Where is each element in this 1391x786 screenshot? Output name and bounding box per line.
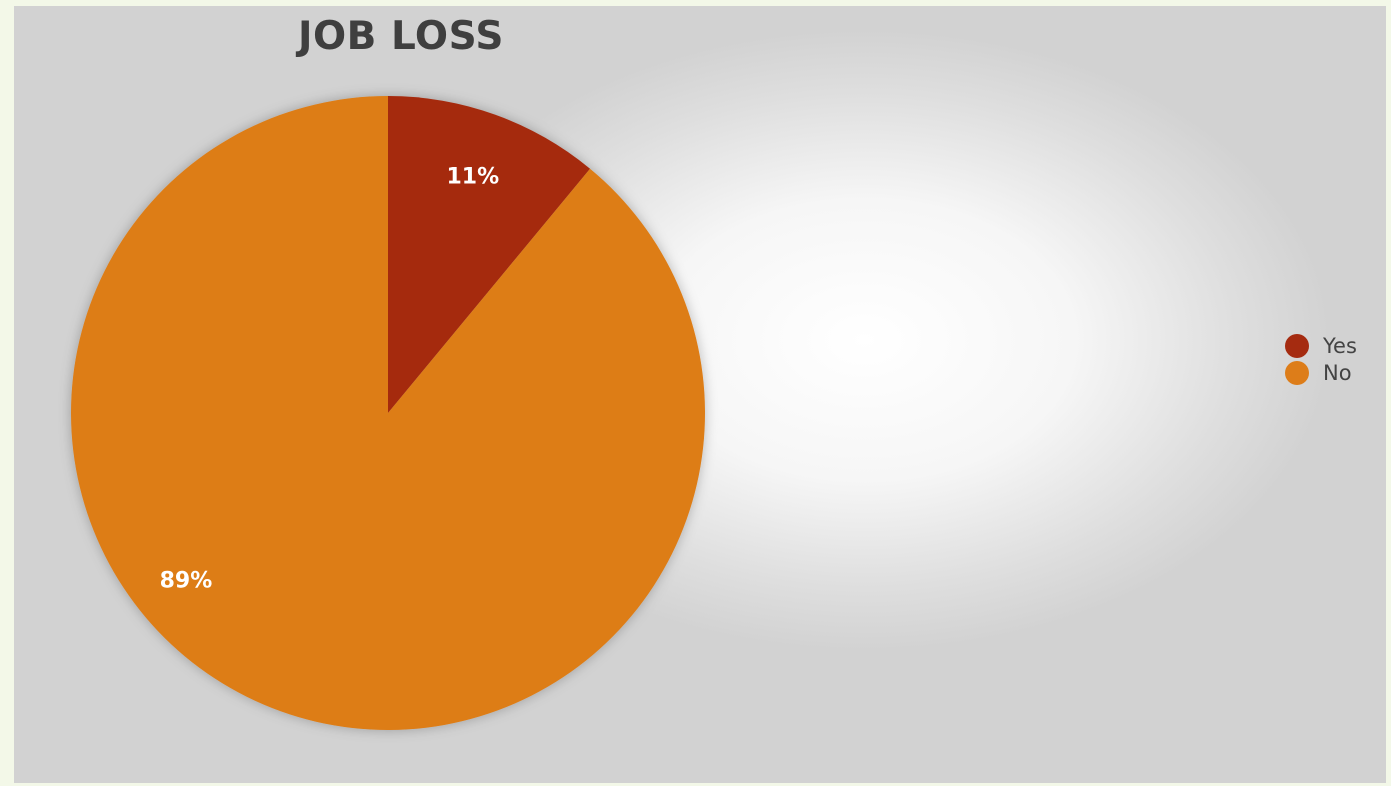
legend-item-no[interactable]: No: [1285, 359, 1357, 386]
chart-area: JOB LOSS 11% 89% Yes No: [14, 6, 1386, 783]
legend-item-yes[interactable]: Yes: [1285, 332, 1357, 359]
legend-swatch-yes: [1285, 333, 1309, 358]
pie-slice-no[interactable]: [70, 96, 705, 731]
pie-chart: 11% 89%: [70, 96, 705, 731]
legend: Yes No: [1285, 332, 1357, 386]
legend-label-no: No: [1323, 360, 1352, 385]
chart-title: JOB LOSS: [297, 14, 504, 59]
pie-slices: [70, 96, 705, 731]
pie-slice-yes[interactable]: [388, 96, 591, 413]
pie-data-labels: 11% 89%: [160, 164, 500, 593]
legend-label-yes: Yes: [1323, 333, 1357, 358]
data-label-no: 89%: [160, 569, 213, 594]
data-label-yes: 11%: [446, 164, 499, 189]
legend-swatch-no: [1285, 360, 1309, 385]
